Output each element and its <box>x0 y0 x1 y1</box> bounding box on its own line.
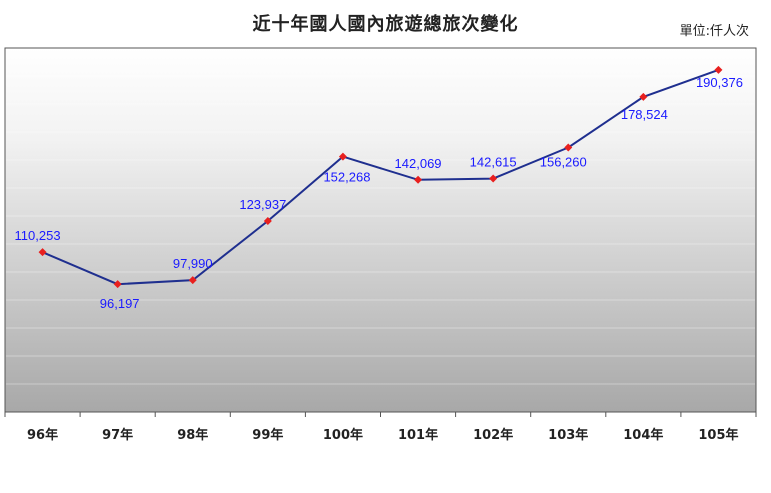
data-point-marker <box>564 143 573 152</box>
background-bands <box>6 75 755 385</box>
data-labels: 110,253 96,197 97,990 123,937 152,268 142,069… <box>15 75 743 311</box>
data-point-marker <box>263 217 272 226</box>
x-tick-label: 98年 <box>177 427 208 443</box>
x-tick-label: 105年 <box>698 427 738 443</box>
x-tick-label: 101年 <box>398 427 438 443</box>
data-point-marker <box>188 276 197 285</box>
data-point-marker <box>414 175 423 184</box>
data-point-marker <box>639 92 648 101</box>
x-tick-label: 104年 <box>623 427 663 443</box>
data-label: 96,197 <box>100 296 140 311</box>
x-tick-label: 99年 <box>252 427 283 443</box>
x-tick-label: 96年 <box>27 427 58 443</box>
chart-title: 近十年國人國內旅遊總旅次變化 <box>252 14 519 35</box>
data-markers <box>38 65 723 289</box>
data-point-marker <box>338 152 347 161</box>
data-label: 142,615 <box>470 155 517 170</box>
x-axis-ticks <box>4 412 757 417</box>
data-label: 123,937 <box>239 197 286 212</box>
data-label: 97,990 <box>173 256 213 271</box>
data-point-marker <box>113 280 122 289</box>
data-label: 142,069 <box>395 156 442 171</box>
x-axis-labels: 96年 97年 98年 99年 100年 101年 102年 103年 104年 105年 <box>27 427 739 443</box>
data-label: 178,524 <box>621 107 668 122</box>
x-tick-label: 102年 <box>473 427 513 443</box>
data-label: 152,268 <box>323 170 370 185</box>
data-point-marker <box>714 65 723 74</box>
x-tick-label: 103年 <box>548 427 588 443</box>
x-tick-label: 100年 <box>323 427 363 443</box>
plot-area <box>4 47 757 413</box>
data-point-marker <box>489 174 498 183</box>
data-label: 110,253 <box>15 228 61 243</box>
data-label: 190,376 <box>696 75 743 90</box>
x-tick-label: 97年 <box>102 427 133 443</box>
unit-label: 單位:仟人次 <box>679 24 749 39</box>
data-point-marker <box>38 248 47 257</box>
data-label: 156,260 <box>540 155 587 170</box>
series-line <box>42 68 719 286</box>
